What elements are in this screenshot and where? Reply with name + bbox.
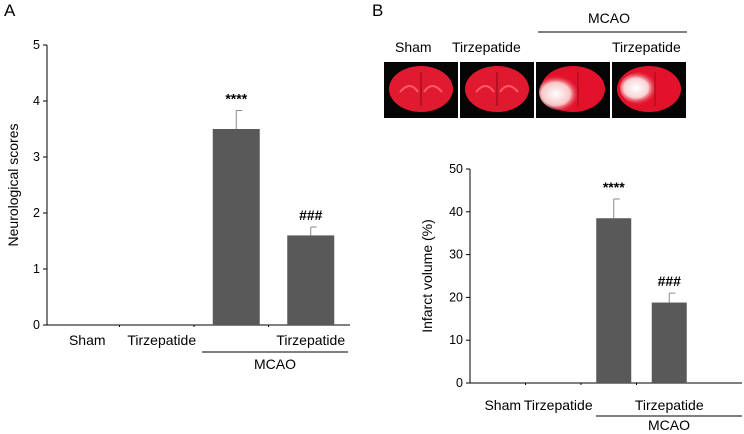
- group-label: MCAO: [648, 417, 690, 433]
- bar: [596, 218, 632, 383]
- x-category-label: Tirzepatide: [524, 397, 593, 413]
- x-category-label: Sham: [69, 332, 106, 348]
- y-tick-label: 10: [449, 333, 463, 347]
- brain-slice-mcao: [536, 62, 610, 118]
- x-category-label: Sham: [484, 397, 521, 413]
- x-category-label: Tirzepatide: [276, 332, 345, 348]
- significance-label: ****: [225, 91, 247, 107]
- y-tick-label: 4: [33, 94, 40, 108]
- bar: [651, 302, 687, 383]
- brain-label-sham: Sham: [395, 39, 432, 55]
- brain-label-tirzepatide: Tirzepatide: [452, 39, 521, 55]
- y-tick-label: 5: [33, 38, 40, 52]
- significance-label: ###: [299, 207, 323, 223]
- brain-group-label-mcao: MCAO: [588, 10, 630, 26]
- y-tick-label: 0: [33, 318, 40, 332]
- y-tick-label: 2: [33, 206, 40, 220]
- group-label: MCAO: [254, 356, 296, 372]
- bar: [287, 235, 335, 325]
- x-category-label: Tirzepatide: [635, 397, 704, 413]
- brain-slice-mcao-tirzepatide: [612, 62, 686, 118]
- significance-label: ****: [603, 179, 625, 195]
- panel-b-letter: B: [372, 1, 383, 20]
- brain-slice-tirzepatide: [460, 62, 534, 118]
- x-category-label: Tirzepatide: [127, 332, 196, 348]
- y-axis-label: Neurological scores: [5, 124, 21, 247]
- y-tick-label: 50: [449, 162, 463, 176]
- y-tick-label: 30: [449, 248, 463, 262]
- chart-a: 0 1 2 3 4 5 Neurological scores Sham Tirzepatide…: [5, 38, 350, 372]
- bar: [212, 129, 260, 325]
- panel-a-letter: A: [4, 1, 16, 20]
- brain-images: Sham Tirzepatide MCAO Tirzepatide: [384, 10, 687, 118]
- y-tick-label: 1: [33, 262, 40, 276]
- brain-label-mcao-tirzepatide: Tirzepatide: [612, 39, 681, 55]
- brain-slice-sham: [384, 62, 458, 118]
- y-tick-label: 40: [449, 205, 463, 219]
- significance-label: ###: [658, 273, 682, 289]
- y-tick-label: 0: [456, 376, 463, 390]
- y-axis-label: Infarct volume (%): [419, 219, 435, 333]
- y-tick-label: 20: [449, 290, 463, 304]
- y-tick-label: 3: [33, 150, 40, 164]
